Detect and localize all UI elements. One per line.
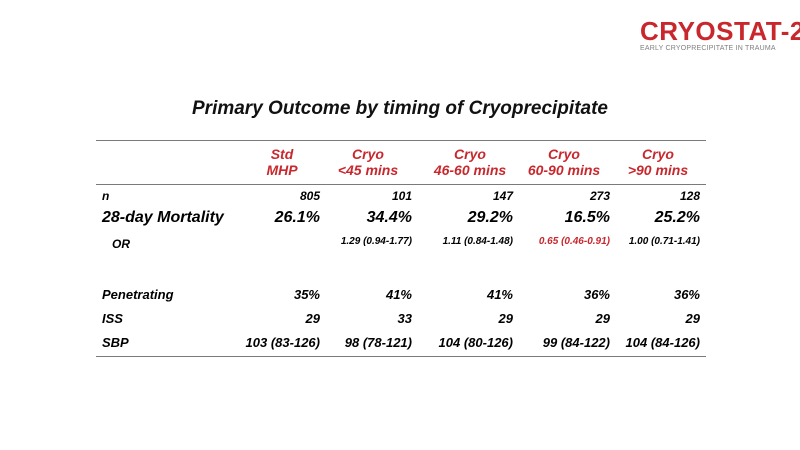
table-row-or: OR 1.29 (0.94-1.77) 1.11 (0.84-1.48) 0.6… <box>0 236 800 256</box>
row-label: 28-day Mortality <box>102 209 224 226</box>
cell-cryo-46-60: 29 <box>498 311 513 326</box>
cell-cryo-lt45: 101 <box>391 189 412 203</box>
table-row-sbp: SBP 103 (83-126) 98 (78-121) 104 (80-126… <box>0 335 800 355</box>
cell-cryo-lt45: 98 (78-121) <box>344 335 412 350</box>
row-label: Penetrating <box>102 287 174 302</box>
header-line1: Std <box>270 146 294 162</box>
cell-cryo-60-90: 99 (84-122) <box>542 335 610 350</box>
header-line1: Cryo <box>454 146 486 162</box>
cell-cryo-lt45: 34.4% <box>366 209 412 226</box>
cell-cryo-60-90: 36% <box>583 287 610 302</box>
cell-cryo-46-60: 41% <box>486 287 513 302</box>
column-header-cryo-lt45: Cryo <45 mins <box>323 146 413 178</box>
header-line1: Cryo <box>642 146 674 162</box>
cell-cryo-gt90: 1.00 (0.71-1.41) <box>628 236 700 247</box>
column-header-cryo-46-60: Cryo 46-60 mins <box>425 146 515 178</box>
cell-std-mhp: 103 (83-126) <box>245 335 320 350</box>
row-label: SBP <box>102 335 129 350</box>
cell-cryo-gt90: 128 <box>679 189 700 203</box>
table-row-iss: ISS 29 33 29 29 29 <box>0 311 800 331</box>
cell-cryo-gt90: 36% <box>673 287 700 302</box>
cell-cryo-lt45: 1.29 (0.94-1.77) <box>340 236 412 247</box>
logo-wordmark: CRYOSTAT-2 <box>640 16 800 46</box>
header-line1: Cryo <box>352 146 384 162</box>
header-line2: >90 mins <box>627 162 689 178</box>
cell-std-mhp: 805 <box>299 189 320 203</box>
row-label: OR <box>112 237 130 251</box>
cell-cryo-60-90: 16.5% <box>564 209 610 226</box>
column-header-cryo-60-90: Cryo 60-90 mins <box>519 146 609 178</box>
header-divider-rule <box>96 184 706 185</box>
table-row-penetrating: Penetrating 35% 41% 41% 36% 36% <box>0 287 800 307</box>
table-row-n: n 805 101 147 273 128 <box>0 189 800 209</box>
cell-cryo-gt90: 25.2% <box>654 209 700 226</box>
table-bottom-rule <box>96 356 706 357</box>
row-label: ISS <box>102 311 123 326</box>
table-row-mortality: 28-day Mortality 26.1% 34.4% 29.2% 16.5%… <box>0 209 800 229</box>
logo-tagline: EARLY CRYOPRECIPITATE IN TRAUMA <box>640 45 776 52</box>
cell-cryo-60-90: 273 <box>589 189 610 203</box>
table-top-rule <box>96 140 706 141</box>
cell-cryo-60-90: 29 <box>595 311 610 326</box>
cell-std-mhp: 35% <box>293 287 320 302</box>
column-header-std-mhp: Std MHP <box>237 146 327 178</box>
cell-cryo-lt45: 41% <box>385 287 412 302</box>
cell-cryo-60-90-highlight: 0.65 (0.46-0.91) <box>538 236 610 247</box>
cell-cryo-46-60: 104 (80-126) <box>438 335 513 350</box>
cell-std-mhp: 29 <box>305 311 320 326</box>
row-label: n <box>102 189 110 203</box>
header-line2: MHP <box>266 162 298 178</box>
cell-cryo-46-60: 147 <box>492 189 513 203</box>
slide-title: Primary Outcome by timing of Cryoprecipi… <box>192 98 608 119</box>
header-line2: <45 mins <box>337 162 399 178</box>
cell-cryo-gt90: 104 (84-126) <box>625 335 700 350</box>
column-header-cryo-gt90: Cryo >90 mins <box>613 146 703 178</box>
cell-cryo-46-60: 1.11 (0.84-1.48) <box>442 236 513 247</box>
header-line2: 46-60 mins <box>433 162 507 178</box>
cell-std-mhp: 26.1% <box>274 209 320 226</box>
cell-cryo-lt45: 33 <box>397 311 412 326</box>
cryostat-logo: CRYOSTAT-2 EARLY CRYOPRECIPITATE IN TRAU… <box>640 16 800 52</box>
cell-cryo-gt90: 29 <box>685 311 700 326</box>
header-line2: 60-90 mins <box>527 162 601 178</box>
header-line1: Cryo <box>548 146 580 162</box>
cell-cryo-46-60: 29.2% <box>467 209 513 226</box>
